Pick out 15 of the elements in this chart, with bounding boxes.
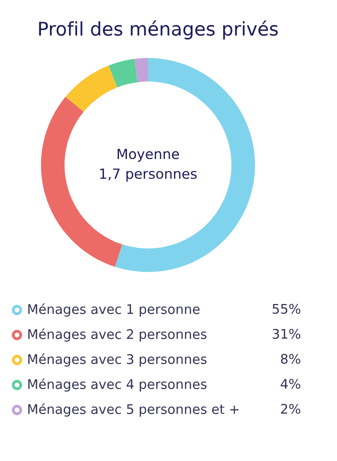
data-label: 31% (272, 328, 300, 339)
text: Moyenne 1,7 personnes (100, 148, 197, 182)
data-label: 4% (280, 378, 300, 389)
data-label: 55% (272, 304, 300, 314)
donut-slice (134, 58, 148, 82)
donut-slice (108, 58, 138, 88)
legend-label: Ménages avec 3 personnes (28, 353, 206, 367)
legend-label: Ménages avec 4 personnes (28, 378, 206, 392)
chart-title: Profil des ménages privés (39, 20, 278, 40)
donut-slice (66, 66, 118, 112)
data-label: 8% (280, 354, 300, 364)
data-label: 2% (281, 404, 300, 414)
legend-label: Ménages avec 2 personnes (28, 328, 206, 342)
legend-label: Ménages avec 5 personnes et + (28, 403, 238, 417)
legend-label: Ménages avec 1 personne (28, 303, 200, 317)
